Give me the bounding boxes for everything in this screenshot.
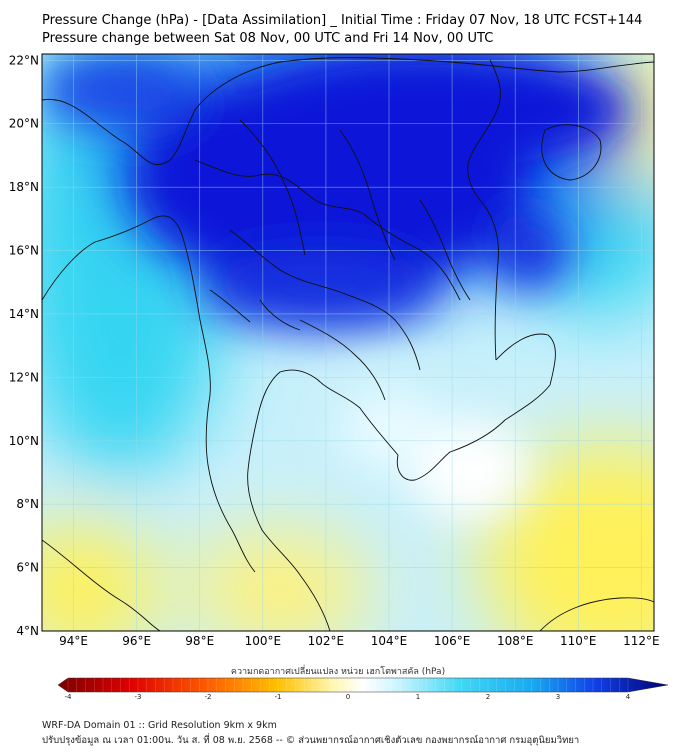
- map-subtitle: Pressure change between Sat 08 Nov, 00 U…: [42, 31, 494, 46]
- lon-label: 94°E: [59, 634, 88, 648]
- lon-label: 102°E: [308, 634, 345, 648]
- lat-label: 8°N: [16, 497, 39, 511]
- lat-label: 6°N: [16, 561, 39, 575]
- colorbar: -4 -3 -2 -1 0 1 2 3 4: [57, 677, 669, 701]
- colorbar-tick-label: -3: [135, 693, 142, 701]
- longitude-labels: 94°E 96°E 98°E 100°E 102°E 104°E 106°E 108°E 110…: [59, 634, 660, 648]
- lat-label: 18°N: [9, 180, 39, 194]
- lon-label: 100°E: [245, 634, 282, 648]
- lon-label: 106°E: [434, 634, 471, 648]
- pressure-change-map: 22°N 20°N 18°N 16°N 14°N 12°N 10°N 8°N 6°N 4°N 94…: [9, 53, 669, 701]
- lon-label: 110°E: [560, 634, 597, 648]
- colorbar-ramp: [57, 677, 669, 693]
- lat-label: 22°N: [9, 53, 39, 67]
- lat-label: 20°N: [9, 117, 39, 131]
- colorbar-tick-label: 3: [556, 693, 560, 701]
- map-frame: [41, 53, 655, 632]
- lat-label: 14°N: [9, 307, 39, 321]
- lat-label: 12°N: [9, 370, 39, 384]
- colorbar-ticks: -4 -3 -2 -1 0 1 2 3 4: [65, 678, 631, 701]
- colorbar-tick-label: -4: [65, 693, 73, 701]
- colorbar-tick-label: 2: [486, 693, 490, 701]
- pressure-field: [42, 54, 654, 631]
- footer-model-info: WRF-DA Domain 01 :: Grid Resolution 9km …: [42, 720, 277, 731]
- lon-label: 96°E: [122, 634, 151, 648]
- lat-label: 10°N: [9, 434, 39, 448]
- colorbar-tick-label: -1: [275, 693, 282, 701]
- lon-label: 104°E: [371, 634, 408, 648]
- colorbar-tick-label: 4: [626, 693, 631, 701]
- map-title: Pressure Change (hPa) - [Data Assimilati…: [42, 13, 643, 28]
- lat-label: 4°N: [16, 624, 39, 638]
- colorbar-tick-label: 0: [346, 693, 350, 701]
- colorbar-tick-label: 1: [416, 693, 420, 701]
- colorbar-tick-label: -2: [205, 693, 212, 701]
- coastlines-borders: [42, 57, 654, 631]
- footer-update-info: ปรับปรุงข้อมูล ณ เวลา 01:00น. วัน ส. ที่…: [42, 735, 580, 746]
- colorbar-title: ความกดอากาศเปลี่ยนแปลง หน่วย เฮกโตพาสคัล…: [230, 667, 446, 677]
- lat-label: 16°N: [9, 244, 39, 258]
- lon-label: 108°E: [497, 634, 534, 648]
- lon-label: 98°E: [185, 634, 214, 648]
- latitude-labels: 22°N 20°N 18°N 16°N 14°N 12°N 10°N 8°N 6°N 4°N: [9, 53, 39, 638]
- lon-label: 112°E: [623, 634, 660, 648]
